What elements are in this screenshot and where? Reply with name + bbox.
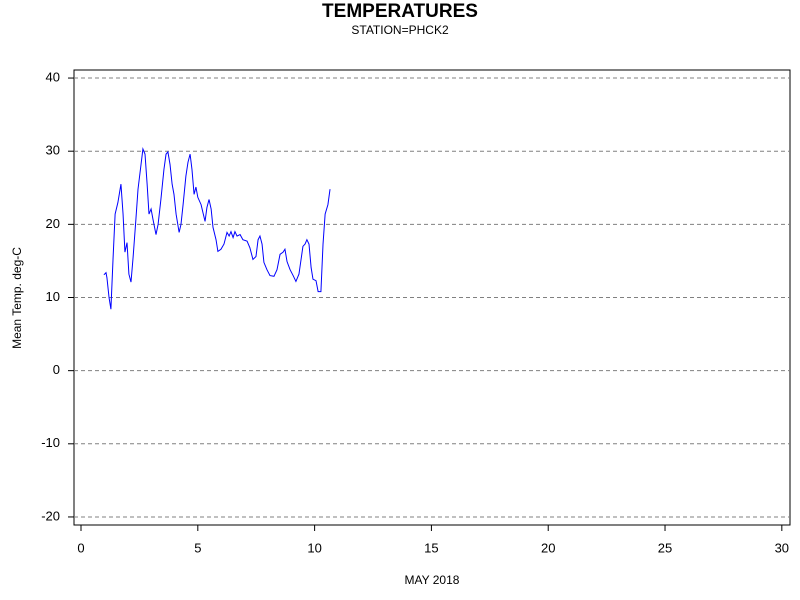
y-tick-label: 10: [46, 289, 60, 304]
chart-title: TEMPERATURES: [322, 1, 478, 22]
x-tick-label: 20: [541, 540, 555, 555]
y-tick-label: 20: [46, 216, 60, 231]
x-tick-label: 15: [424, 540, 438, 555]
x-tick-label: 25: [658, 540, 672, 555]
x-axis-label: MAY 2018: [405, 573, 460, 587]
chart-subtitle: STATION=PHCK2: [351, 23, 449, 37]
y-tick-label: 0: [53, 362, 60, 377]
y-tick-label: -10: [41, 435, 60, 450]
x-tick-label: 5: [194, 540, 201, 555]
x-tick-label: 10: [307, 540, 321, 555]
x-tick-label: 30: [775, 540, 789, 555]
x-tick-label: 0: [77, 540, 84, 555]
y-tick-label: 40: [46, 69, 60, 84]
data-line: [103, 147, 331, 310]
y-axis-label: Mean Temp. deg-C: [10, 247, 24, 349]
y-tick-label: -20: [41, 508, 60, 523]
y-tick-label: 30: [46, 143, 60, 158]
